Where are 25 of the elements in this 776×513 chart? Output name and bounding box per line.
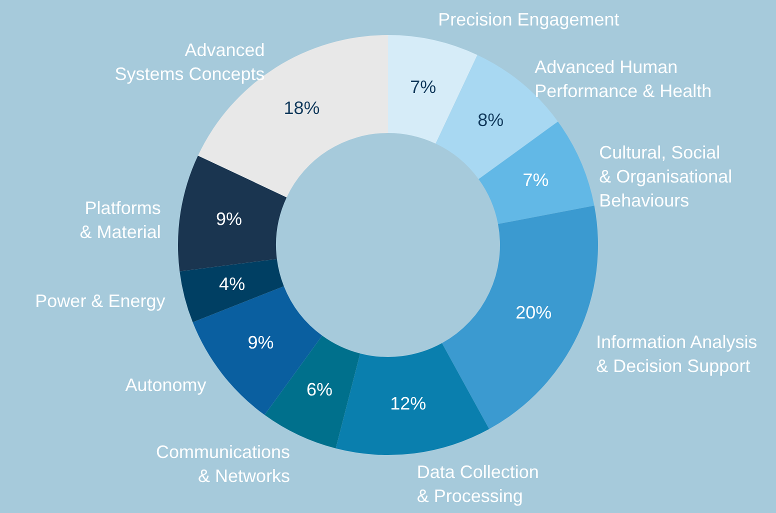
data-label: 8% [478, 110, 504, 130]
slice-label: Autonomy [125, 374, 206, 395]
donut-slice [442, 206, 598, 430]
donut-slice [178, 156, 287, 272]
donut-slice [336, 343, 490, 455]
slice-label: Cultural, Social & Organisational Behaviours [599, 142, 732, 211]
slice-label: Data Collection & Processing [416, 462, 539, 506]
data-label: 18% [284, 98, 320, 118]
data-label: 6% [306, 380, 332, 400]
slice-label: Advanced Human Performance & Health [534, 56, 712, 101]
slice-label: Precision Engagement [438, 10, 620, 30]
data-label: 4% [219, 274, 246, 294]
data-label: 9% [248, 332, 274, 353]
data-label: 7% [410, 76, 436, 97]
data-label: 7% [522, 170, 549, 190]
donut-slice [388, 35, 478, 144]
slice-label: Communications & Networks [156, 442, 290, 486]
data-label: 12% [390, 394, 426, 414]
slice-label: Information Analysis & Decision Support [596, 332, 758, 376]
donut-slice [180, 259, 284, 322]
data-label: 9% [216, 208, 242, 229]
slice-label: Power & Energy [35, 291, 166, 312]
slice-label: Platforms & Material [80, 198, 161, 242]
data-label: 20% [516, 302, 552, 323]
slice-label: Advanced Systems Concepts [114, 40, 265, 84]
